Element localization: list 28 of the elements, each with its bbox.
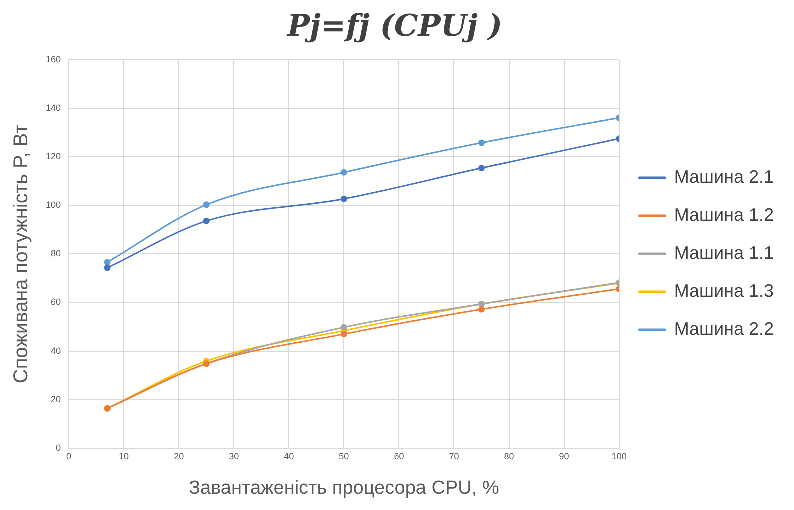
y-tick-label: 140 — [46, 103, 62, 114]
y-tick-label: 20 — [51, 394, 62, 404]
legend-label: Машина 2.2 — [674, 318, 774, 339]
y-tick-label: 120 — [46, 152, 62, 162]
x-tick-label: 10 — [119, 451, 130, 462]
x-tick-label: 20 — [174, 451, 184, 462]
x-tick-label: 90 — [559, 451, 570, 462]
legend-label: Машина 1.3 — [674, 280, 774, 301]
x-tick-label: 50 — [339, 451, 350, 462]
x-axis-title: Завантаженість процесора CPU, % — [189, 478, 500, 499]
y-tick-label: 160 — [46, 54, 62, 64]
legend-label: Машина 2.1 — [674, 166, 774, 187]
y-axis-title: Споживана потужність P, Вт — [10, 124, 33, 384]
chart-title: Pj=fj (CPUj ) — [286, 8, 503, 44]
y-tick-label: 0 — [56, 442, 62, 453]
legend-label: Машина 1.2 — [674, 204, 774, 225]
y-tick-label: 100 — [46, 200, 62, 210]
x-tick-label: 0 — [66, 451, 72, 462]
x-tick-label: 80 — [504, 451, 514, 462]
x-tick-label: 30 — [229, 451, 240, 462]
x-tick-label: 100 — [612, 451, 627, 462]
y-tick-label: 40 — [51, 346, 62, 356]
x-tick-label: 60 — [394, 451, 404, 462]
y-tick-label: 80 — [51, 248, 62, 259]
x-tick-label: 40 — [284, 451, 294, 462]
x-tick-label: 70 — [449, 451, 460, 462]
legend-label: Машина 1.1 — [674, 242, 774, 263]
y-tick-label: 60 — [51, 297, 62, 308]
